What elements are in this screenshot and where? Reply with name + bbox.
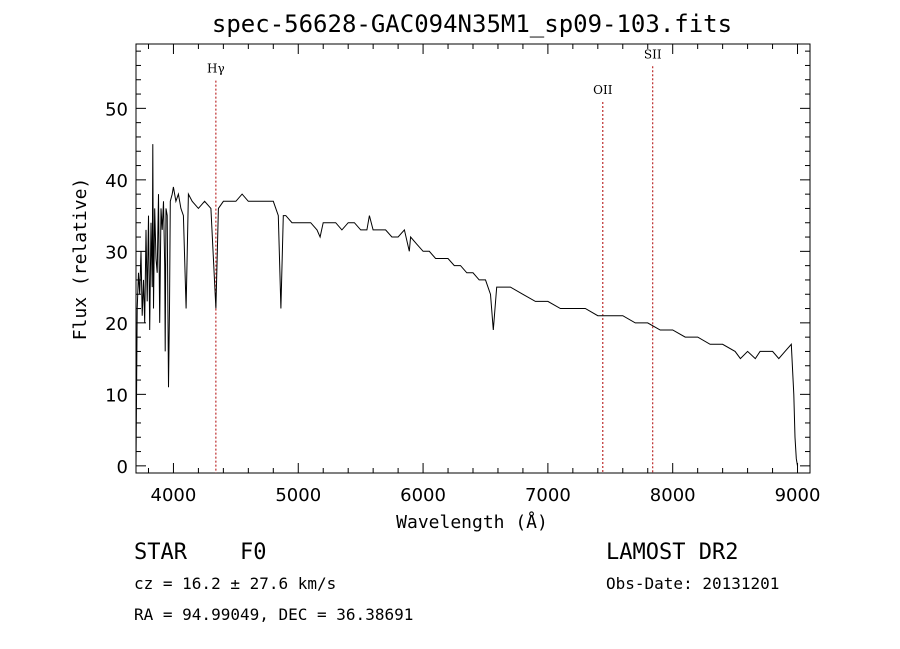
line-marker-label: SII: [644, 47, 662, 61]
x-tick-label: 5000: [275, 485, 321, 506]
spectrum-line: [135, 144, 798, 466]
line-marker-label: Hγ: [207, 62, 225, 76]
object-type: STAR: [134, 540, 188, 565]
y-tick-label: 30: [105, 242, 128, 263]
x-tick-label: 8000: [650, 485, 696, 506]
emission-line-markers: Hγ OII SII: [207, 47, 662, 473]
x-axis-label: Wavelength (Å): [396, 511, 548, 533]
y-axis-ticks: 0 10 20 30 40 50: [105, 50, 810, 478]
x-axis-ticks: 4000 5000 6000 7000 8000 9000: [147, 44, 821, 506]
plot-frame: [135, 43, 811, 474]
y-tick-label: 40: [105, 171, 128, 192]
survey-release: LAMOST DR2: [606, 540, 738, 565]
y-tick-label: 0: [117, 457, 128, 478]
coordinates: RA = 94.99049, DEC = 36.38691: [134, 605, 413, 624]
x-tick-label: 4000: [151, 485, 197, 506]
x-tick-label: 9000: [775, 485, 821, 506]
y-tick-label: 10: [105, 385, 128, 406]
y-tick-label: 20: [105, 314, 128, 335]
observation-date: Obs-Date: 20131201: [606, 574, 779, 593]
line-marker-label: OII: [593, 83, 613, 97]
x-tick-label: 7000: [525, 485, 571, 506]
chart-title: spec-56628-GAC094N35M1_sp09-103.fits: [212, 10, 732, 38]
spectral-subclass: F0: [240, 540, 267, 565]
x-tick-label: 6000: [400, 485, 446, 506]
y-tick-label: 50: [105, 99, 128, 120]
y-axis-label: Flux (relative): [70, 178, 91, 341]
redshift-cz: cz = 16.2 ± 27.6 km/s: [134, 574, 336, 593]
